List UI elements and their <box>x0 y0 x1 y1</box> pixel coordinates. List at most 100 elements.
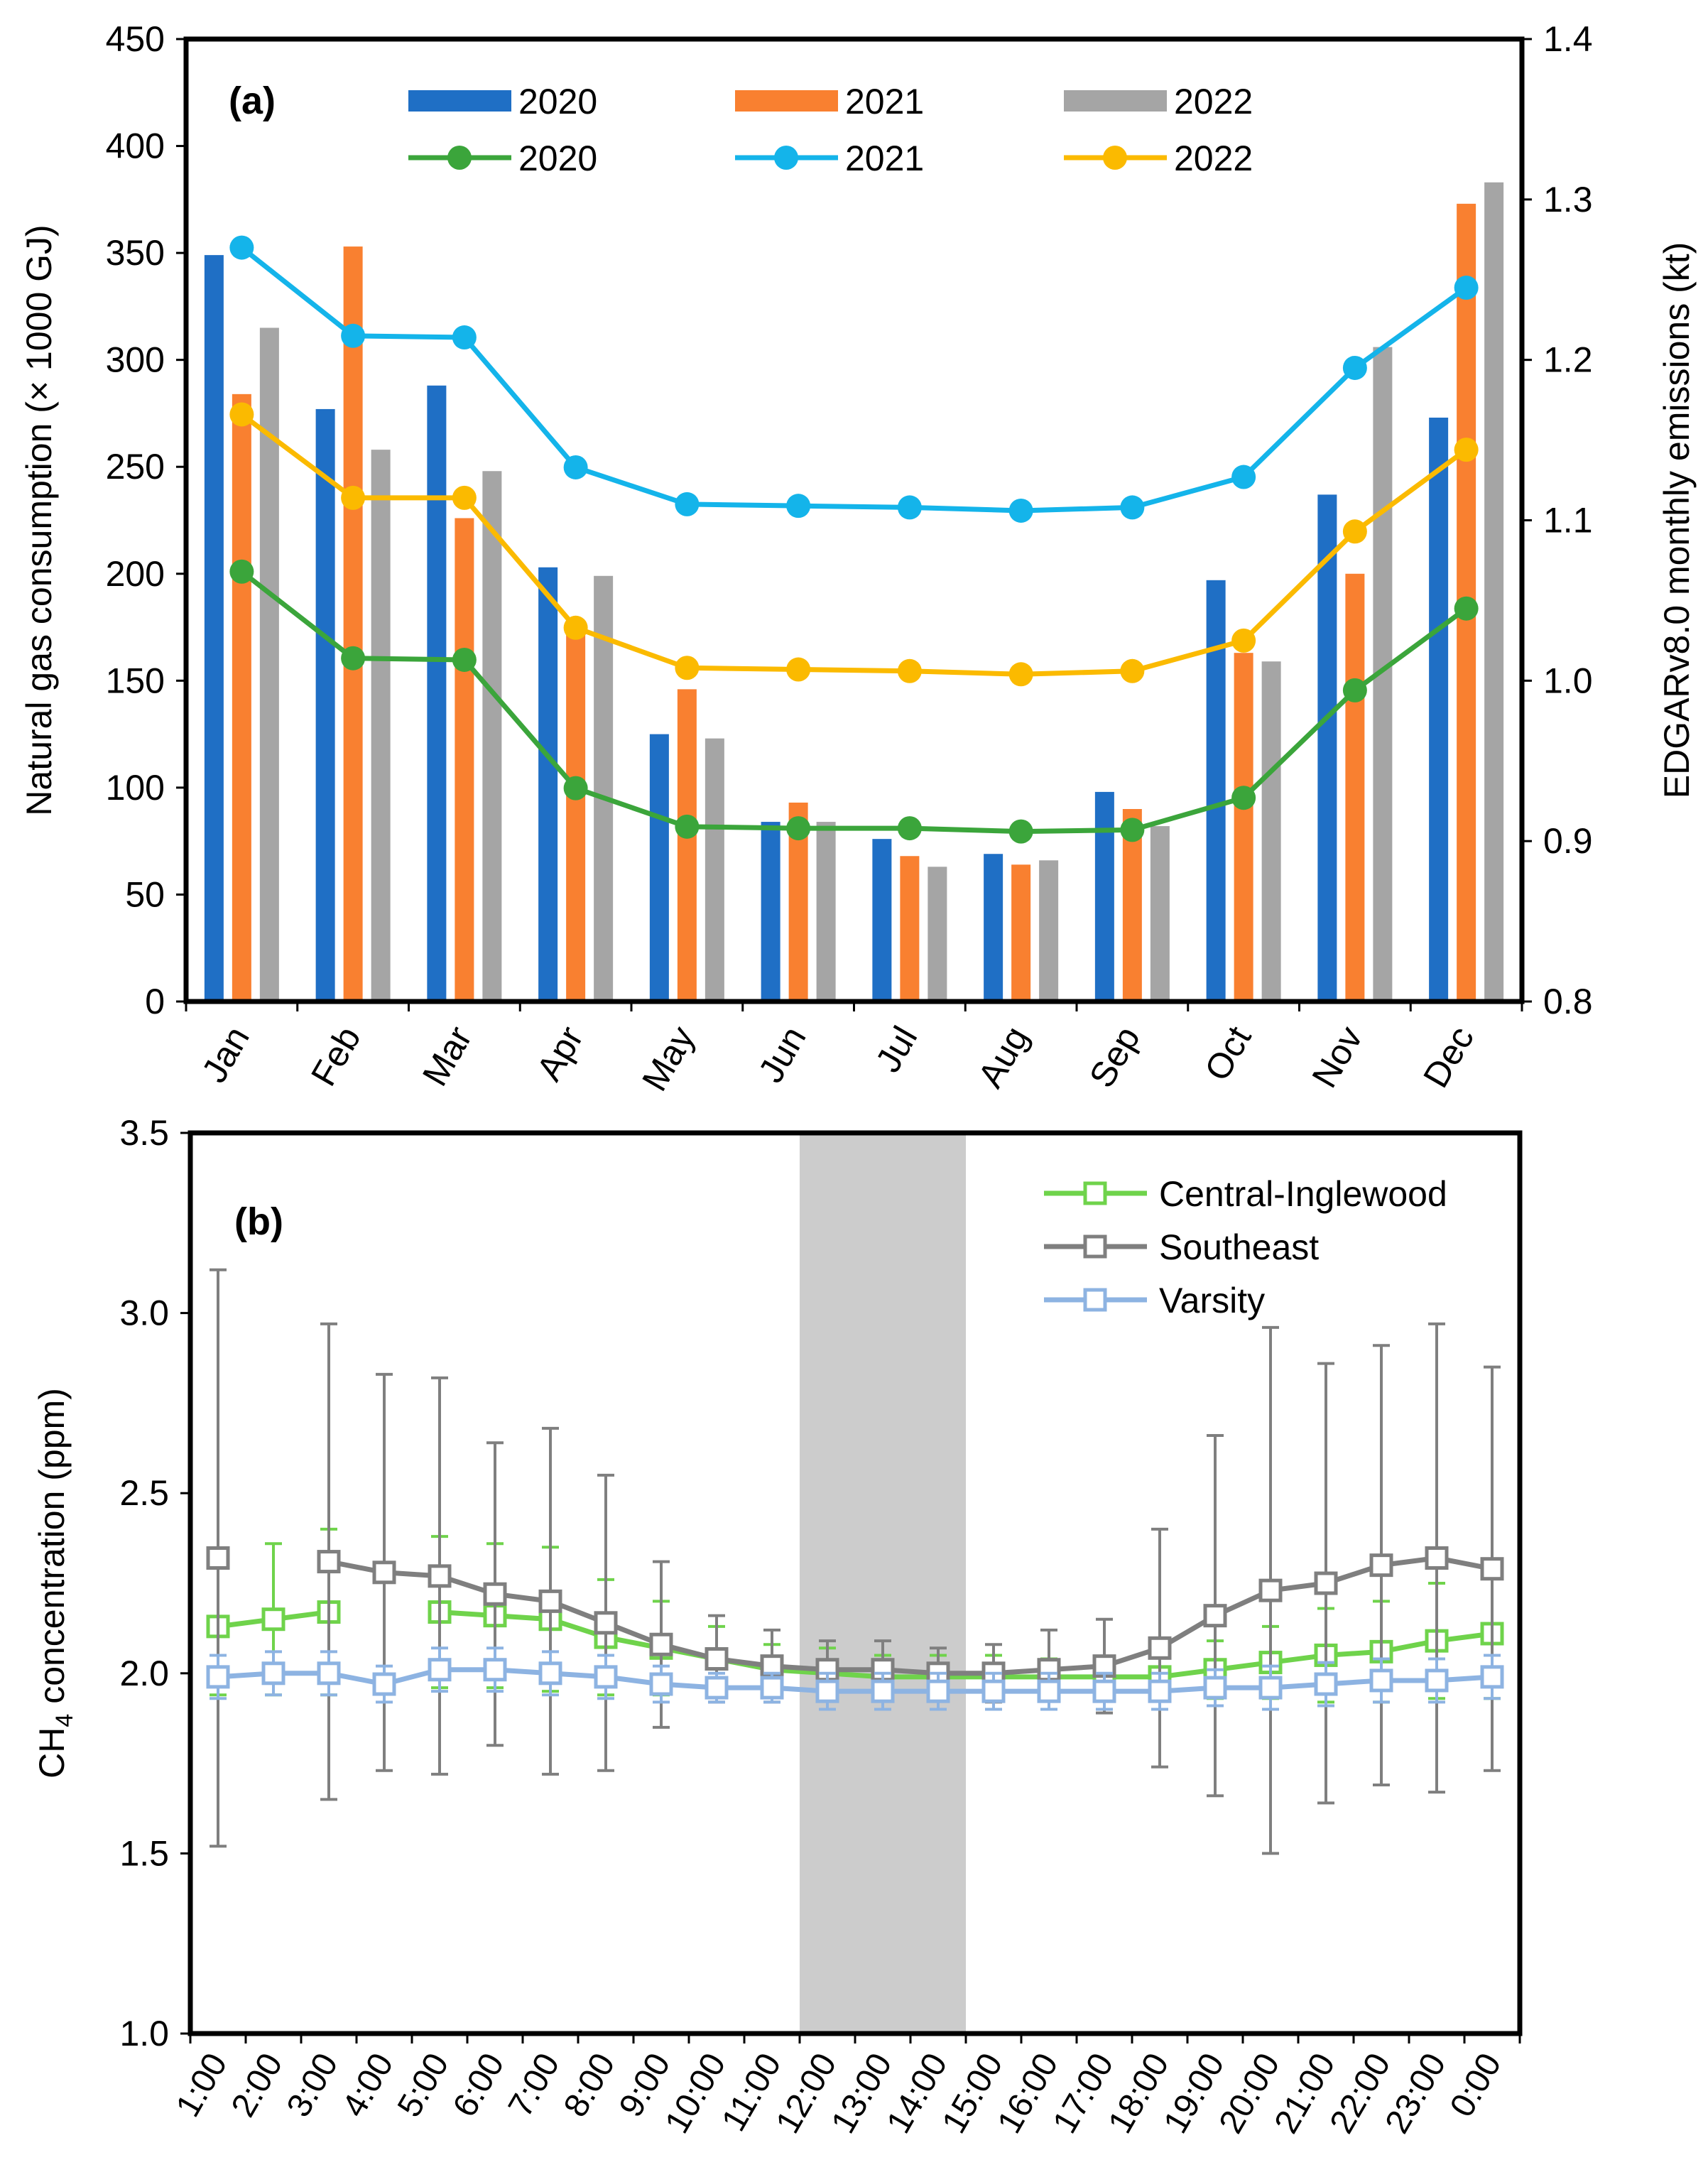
y-tick-label: 1.5 <box>119 1833 169 1873</box>
point-2020-nov <box>1342 678 1367 702</box>
bar-2020-aug <box>984 854 1003 1002</box>
x-tick-label: 7:00 <box>501 2047 567 2123</box>
legend-line-marker <box>447 146 472 170</box>
y-tick-label: 300 <box>106 340 165 380</box>
point-2020-oct <box>1231 786 1256 810</box>
point-varsity-22:00 <box>1369 1668 1393 1693</box>
point-southeast-4:00 <box>372 1560 396 1585</box>
panel-a-chart: 0 50 100 150 200 250 300 350 400 450 0.8 0.9 1.0 1.1 1… <box>19 19 1697 1097</box>
legend-line-marker <box>774 146 798 170</box>
point-2020-jun <box>786 816 811 841</box>
bar-2022-apr <box>594 575 614 1002</box>
point-2021-apr <box>563 455 588 479</box>
x-tick-label: May <box>634 1020 702 1098</box>
point-varsity-1:00 <box>206 1665 230 1689</box>
point-southeast-23:00 <box>1425 1546 1449 1570</box>
point-2021-jan <box>229 235 254 260</box>
point-2020-feb <box>341 646 366 671</box>
point-varsity-21:00 <box>1314 1672 1338 1696</box>
point-varsity-23:00 <box>1425 1668 1449 1693</box>
x-tick-label: Jun <box>751 1020 814 1090</box>
y2-tick-label: 1.4 <box>1543 19 1593 59</box>
point-varsity-9:00 <box>649 1672 673 1696</box>
point-varsity-5:00 <box>428 1658 452 1682</box>
y2-tick-label: 1.3 <box>1543 180 1593 219</box>
point-2020-may <box>675 814 700 839</box>
point-varsity-19:00 <box>1203 1676 1227 1700</box>
x-tick-label: 5:00 <box>391 2047 457 2123</box>
point-varsity-10:00 <box>705 1676 729 1700</box>
bar-2020-jun <box>761 822 780 1002</box>
point-southeast-5:00 <box>428 1564 452 1588</box>
y-axis-title-main: CH <box>32 1727 72 1779</box>
x-tick-label: Sep <box>1082 1020 1148 1095</box>
y-tick-label: 350 <box>106 233 165 273</box>
bar-2021-nov <box>1345 573 1365 1002</box>
bar-2020-jul <box>872 839 892 1002</box>
point-southeast-18:00 <box>1148 1636 1172 1660</box>
point-2022-nov <box>1342 519 1367 544</box>
bar-2022-feb <box>371 450 391 1002</box>
y-axis-title-subscript: 4 <box>51 1714 78 1727</box>
bar-2020-oct <box>1206 580 1226 1002</box>
x-tick-label: 8:00 <box>557 2047 623 2123</box>
bar-2021-apr <box>566 634 586 1002</box>
point-2021-jun <box>786 494 811 519</box>
panel-label: (b) <box>234 1200 283 1243</box>
y-tick-label: 200 <box>106 554 165 594</box>
bar-2020-feb <box>315 408 335 1002</box>
bar-2020-mar <box>427 385 447 1002</box>
bar-2022-dec <box>1484 182 1504 1002</box>
y-tick-label: 3.5 <box>119 1113 169 1153</box>
point-2021-dec <box>1454 276 1479 300</box>
point-varsity-2:00 <box>261 1661 285 1686</box>
y-tick-label: 150 <box>106 661 165 700</box>
x-tick-label: Jul <box>868 1020 925 1079</box>
point-southeast-19:00 <box>1203 1604 1227 1628</box>
bar-2022-oct <box>1261 661 1281 1002</box>
bar-2020-sep <box>1094 791 1114 1002</box>
y-tick-label: 50 <box>125 874 165 914</box>
bar-2021-oct <box>1234 653 1253 1002</box>
point-2020-dec <box>1454 596 1479 621</box>
x-tick-label: Dec <box>1415 1020 1481 1095</box>
legend-label: Central-Inglewood <box>1159 1174 1447 1214</box>
y-tick-label: 100 <box>106 768 165 808</box>
point-varsity-6:00 <box>483 1658 507 1682</box>
point-2021-aug <box>1008 498 1033 523</box>
x-tick-label: 0:00 <box>1443 2047 1509 2123</box>
y2-tick-label: 0.8 <box>1543 982 1593 1021</box>
point-varsity-0:00 <box>1480 1665 1504 1689</box>
point-2022-jun <box>786 657 811 682</box>
point-central-inglewood-2:00 <box>261 1607 285 1632</box>
legend-bar-label: 2021 <box>845 82 924 121</box>
bar-2021-jan <box>232 393 251 1002</box>
point-2021-nov <box>1342 355 1367 380</box>
point-2020-jul <box>897 816 922 841</box>
point-southeast-1:00 <box>206 1546 230 1570</box>
point-2022-dec <box>1454 438 1479 462</box>
point-2022-apr <box>563 615 588 640</box>
point-varsity-14:00 <box>926 1679 950 1703</box>
x-tick-label: Feb <box>303 1020 369 1093</box>
y2-tick-label: 1.0 <box>1543 661 1593 700</box>
point-southeast-21:00 <box>1314 1571 1338 1595</box>
point-2021-sep <box>1120 495 1145 520</box>
y-tick-label: 1.0 <box>119 2014 169 2053</box>
point-southeast-8:00 <box>594 1611 618 1635</box>
point-varsity-18:00 <box>1148 1679 1172 1703</box>
point-2020-jan <box>229 559 254 584</box>
point-varsity-15:00 <box>981 1679 1006 1703</box>
x-tick-label: Mar <box>415 1020 480 1093</box>
y-tick-label: 250 <box>106 447 165 487</box>
legend-line-label: 2022 <box>1174 139 1253 178</box>
point-southeast-0:00 <box>1480 1557 1504 1581</box>
bar-2020-apr <box>538 567 558 1002</box>
panel-b-chart: 1.0 1.5 2.0 2.5 3.0 3.5 1:002:003:004:005:006:… <box>32 1113 1523 2140</box>
legend-marker <box>1083 1181 1107 1205</box>
shaded-midday-region <box>800 1133 966 2034</box>
y-tick-label: 2.0 <box>119 1654 169 1693</box>
y-axis-title-rest: concentration (ppm) <box>32 1388 72 1714</box>
bar-2021-mar <box>455 518 474 1002</box>
line-2020-series <box>240 570 1468 835</box>
